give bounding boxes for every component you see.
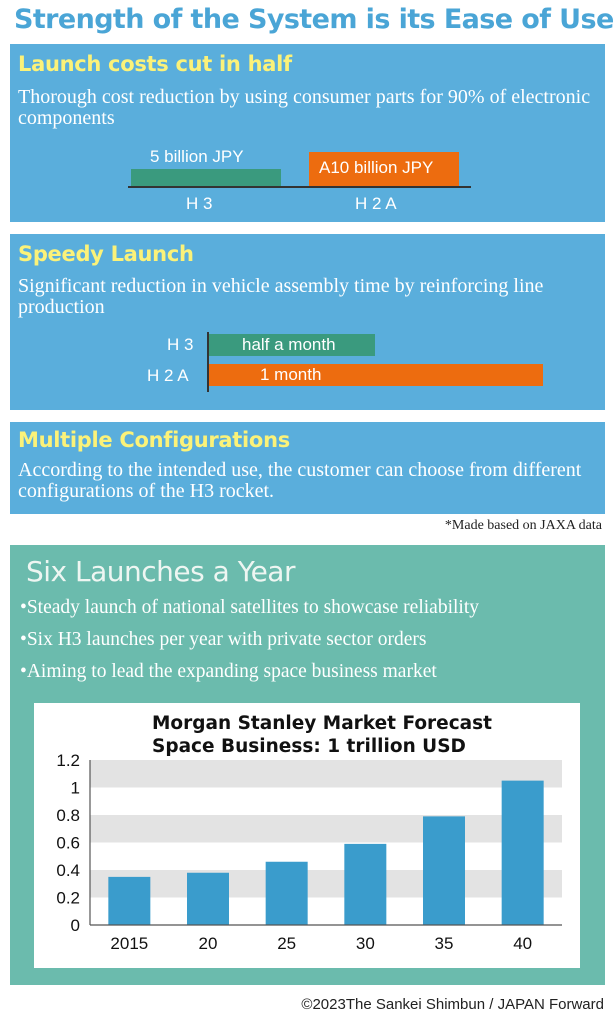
- y-tick-label: 0.8: [56, 806, 80, 825]
- y-tick-label: 1: [71, 779, 80, 798]
- x-tick-label: 25: [277, 934, 296, 953]
- bullet-item: •Steady launch of national satellites to…: [20, 597, 479, 618]
- y-tick-label: 0: [71, 916, 80, 935]
- y-tick-label: 0.6: [56, 834, 80, 853]
- launch-costs-panel: Launch costs cut in half Thorough cost r…: [10, 44, 605, 222]
- h2a-time-label: 1 month: [260, 365, 322, 384]
- chart-bar: [344, 843, 387, 925]
- chart-bar: [423, 816, 465, 925]
- h2a-cost-label: A10 billion JPY: [319, 158, 434, 177]
- chart-container: Morgan Stanley Market Forecast Space Busi…: [34, 703, 580, 968]
- bullet-item: •Aiming to lead the expanding space busi…: [20, 661, 437, 682]
- bullet-item: •Six H3 launches per year with private s…: [20, 629, 427, 650]
- chart-title-line: Morgan Stanley Market Forecast: [152, 713, 492, 734]
- x-tick-label: 20: [199, 934, 218, 953]
- speedy-launch-panel: Speedy Launch Significant reduction in v…: [10, 234, 605, 410]
- h3-time-label: half a month: [242, 335, 336, 354]
- six-launches-title: Six Launches a Year: [26, 555, 295, 588]
- launch-costs-heading: Launch costs cut in half: [18, 52, 292, 76]
- speedy-launch-heading: Speedy Launch: [18, 242, 194, 266]
- x-tick-label: 35: [435, 934, 454, 953]
- y-tick-label: 0.2: [56, 889, 80, 908]
- copyright: ©2023The Sankei Shimbun / JAPAN Forward: [301, 996, 604, 1013]
- page-title: Strength of the System is its Ease of Us…: [14, 4, 614, 35]
- chart-bar: [187, 872, 229, 925]
- h2a-cost-category: H 2 A: [355, 194, 397, 213]
- chart-bar: [501, 780, 544, 925]
- speedy-launch-text: Significant reduction in vehicle assembl…: [18, 275, 544, 318]
- y-tick-label: 0.4: [56, 861, 80, 880]
- x-tick-label: 30: [356, 934, 375, 953]
- configurations-panel: Multiple Configurations According to the…: [10, 422, 605, 514]
- six-launches-panel: Six Launches a Year •Steady launch of na…: [10, 545, 605, 985]
- h3-cost-bar: [131, 169, 281, 186]
- grid-band: [90, 760, 562, 788]
- chart-title-line: Space Business: 1 trillion USD: [152, 736, 466, 757]
- h3-time-category: H 3: [167, 335, 194, 354]
- h3-time-bar: [209, 334, 375, 356]
- x-tick-label: 40: [513, 934, 532, 953]
- cost-axis-line: [128, 186, 471, 188]
- grid-band: [90, 870, 562, 898]
- configurations-text: According to the intended use, the custo…: [18, 459, 582, 502]
- h2a-time-bar: [209, 364, 543, 386]
- chart-bar: [108, 876, 151, 925]
- x-tick-label: 2015: [110, 934, 148, 953]
- chart-bar: [265, 861, 308, 925]
- configurations-heading: Multiple Configurations: [18, 428, 290, 452]
- source-note: *Made based on JAXA data: [444, 518, 602, 533]
- h3-cost-category: H 3: [186, 194, 213, 213]
- h2a-time-category: H 2 A: [147, 366, 189, 385]
- h3-cost-label: 5 billion JPY: [150, 147, 244, 166]
- grid-band: [90, 815, 562, 843]
- time-axis-line: [207, 332, 209, 392]
- launch-costs-text: Thorough cost reduction by using consume…: [18, 86, 591, 129]
- h2a-cost-bar: [309, 152, 459, 186]
- y-tick-label: 1.2: [56, 751, 80, 770]
